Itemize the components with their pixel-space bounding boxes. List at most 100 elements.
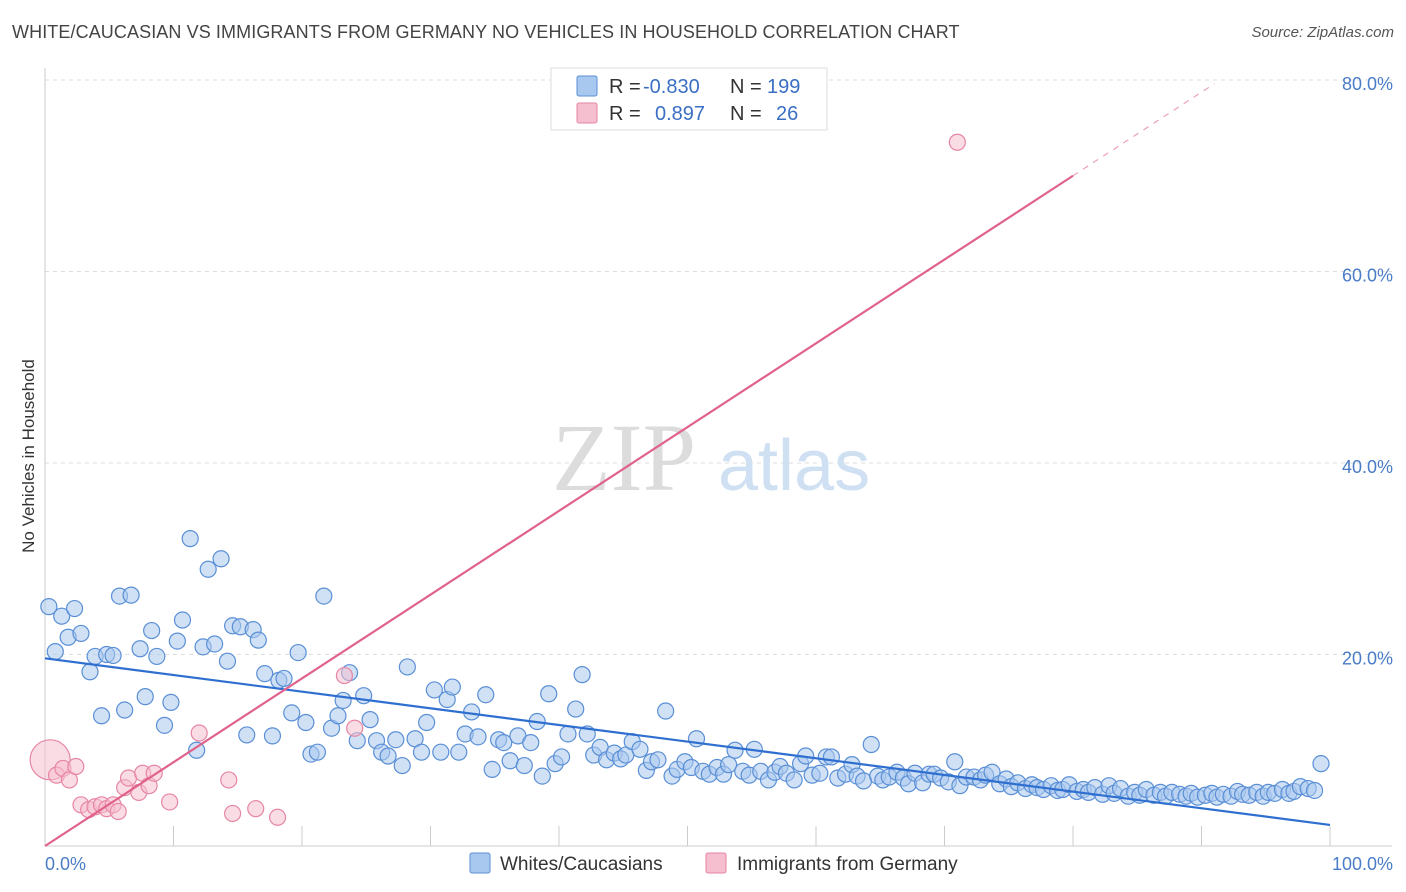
series-germany-points (29, 133, 966, 826)
point-whites-63 (443, 678, 461, 696)
point-whites-39 (289, 643, 307, 662)
point-whites-106 (720, 756, 738, 774)
point-whites-8 (92, 707, 111, 725)
point-whites-19 (162, 693, 180, 711)
trend-line-whites (44, 657, 1331, 827)
point-germany-11 (109, 802, 127, 821)
point-whites-58 (412, 743, 431, 761)
point-whites-17 (148, 647, 166, 666)
point-whites-77 (533, 767, 551, 785)
legend-pink-r-value: 0.897 (655, 103, 705, 125)
y-tick-labels: 20.0% 40.0% 60.0% 80.0% (1342, 74, 1393, 669)
legend-blue-r-value: -0.830 (643, 76, 700, 98)
trend-line-germany (44, 174, 1074, 847)
point-whites-33 (249, 631, 267, 649)
point-whites-50 (361, 711, 379, 729)
point-whites-27 (212, 550, 230, 568)
point-whites-0 (40, 598, 58, 616)
point-whites-46 (334, 691, 352, 710)
point-whites-18 (155, 716, 174, 734)
point-whites-78 (540, 685, 558, 703)
point-germany-25 (346, 719, 364, 737)
point-whites-40 (297, 713, 315, 732)
point-germany-21 (224, 804, 242, 823)
point-germany-18 (161, 793, 179, 811)
point-germany-23 (268, 808, 287, 826)
x-tick-label-1: 100.0% (1332, 854, 1393, 874)
x-tick-labels: 0.0% 100.0% (45, 854, 1393, 874)
point-whites-22 (181, 530, 199, 548)
point-whites-31 (238, 726, 256, 744)
point-whites-107 (726, 741, 744, 759)
grid-lines (45, 79, 1392, 655)
point-whites-69 (483, 760, 501, 779)
point-whites-74 (515, 756, 533, 775)
point-whites-92 (631, 740, 649, 758)
series-whites-points (40, 530, 1330, 806)
point-whites-42 (308, 743, 327, 761)
watermark-atlas: atlas (718, 426, 870, 506)
point-whites-122 (822, 748, 841, 766)
point-whites-55 (393, 756, 411, 775)
point-whites-35 (263, 727, 282, 745)
bottom-legend-blue-label: Whites/Caucasians (500, 854, 663, 875)
point-whites-128 (862, 735, 880, 754)
point-whites-96 (657, 702, 675, 720)
point-whites-67 (469, 728, 487, 746)
source-note: Source: ZipAtlas.com (1251, 24, 1394, 41)
point-germany-19 (190, 724, 208, 742)
point-whites-64 (450, 743, 468, 761)
legend-pink-r-label: R = (609, 103, 641, 125)
y-tick-label-3: 80.0% (1342, 74, 1393, 94)
point-whites-120 (811, 764, 829, 782)
series-legend: Whites/Caucasians Immigrants from German… (469, 852, 958, 875)
legend-blue-n-value: 199 (767, 76, 800, 98)
point-whites-56 (398, 658, 416, 676)
axes (44, 68, 1392, 847)
point-whites-34 (256, 665, 274, 683)
point-whites-21 (173, 611, 192, 629)
point-germany-20 (220, 771, 238, 789)
point-whites-16 (143, 621, 161, 640)
trend-line-germany-extension (1072, 83, 1215, 177)
chart-title: WHITE/CAUCASIAN VS IMMIGRANTS FROM GERMA… (12, 22, 960, 42)
point-whites-15 (136, 688, 154, 706)
legend-pink-swatch (576, 102, 598, 124)
point-whites-54 (387, 731, 405, 749)
y-tick-label-2: 60.0% (1342, 266, 1393, 286)
point-whites-116 (785, 771, 803, 789)
point-whites-6 (81, 663, 99, 681)
point-whites-23 (188, 741, 206, 759)
legend-blue-swatch (576, 75, 598, 97)
point-whites-61 (432, 743, 450, 761)
legend-blue-n-label: N = (730, 76, 762, 98)
point-whites-95 (649, 751, 667, 769)
point-whites-81 (559, 725, 577, 743)
point-germany-22 (247, 800, 265, 818)
point-whites-12 (116, 701, 134, 719)
point-whites-26 (206, 635, 224, 653)
point-whites-13 (122, 586, 140, 604)
y-tick-label-1: 40.0% (1342, 457, 1393, 477)
point-germany-26 (948, 133, 966, 151)
point-whites-43 (315, 587, 333, 605)
bottom-legend-pink-swatch (705, 852, 727, 874)
watermark: ZIP atlas (552, 404, 870, 511)
bottom-legend-blue-swatch (469, 852, 491, 874)
watermark-zip: ZIP (552, 404, 696, 511)
y-axis-label: No Vehicles in Household (19, 359, 38, 553)
point-whites-14 (131, 640, 149, 658)
point-whites-37 (275, 669, 293, 688)
point-whites-2 (53, 607, 71, 625)
point-whites-10 (104, 646, 122, 665)
legend-pink-n-label: N = (730, 103, 762, 125)
legend-blue-r-label: R = (609, 76, 641, 98)
trend-lines (44, 83, 1331, 847)
stats-legend: R = -0.830 N = 199 R = 0.897 N = 26 (550, 67, 828, 131)
point-whites-53 (379, 747, 397, 765)
point-whites-141 (946, 753, 964, 771)
y-tick-label-0: 20.0% (1342, 649, 1393, 669)
point-whites-71 (495, 733, 513, 752)
